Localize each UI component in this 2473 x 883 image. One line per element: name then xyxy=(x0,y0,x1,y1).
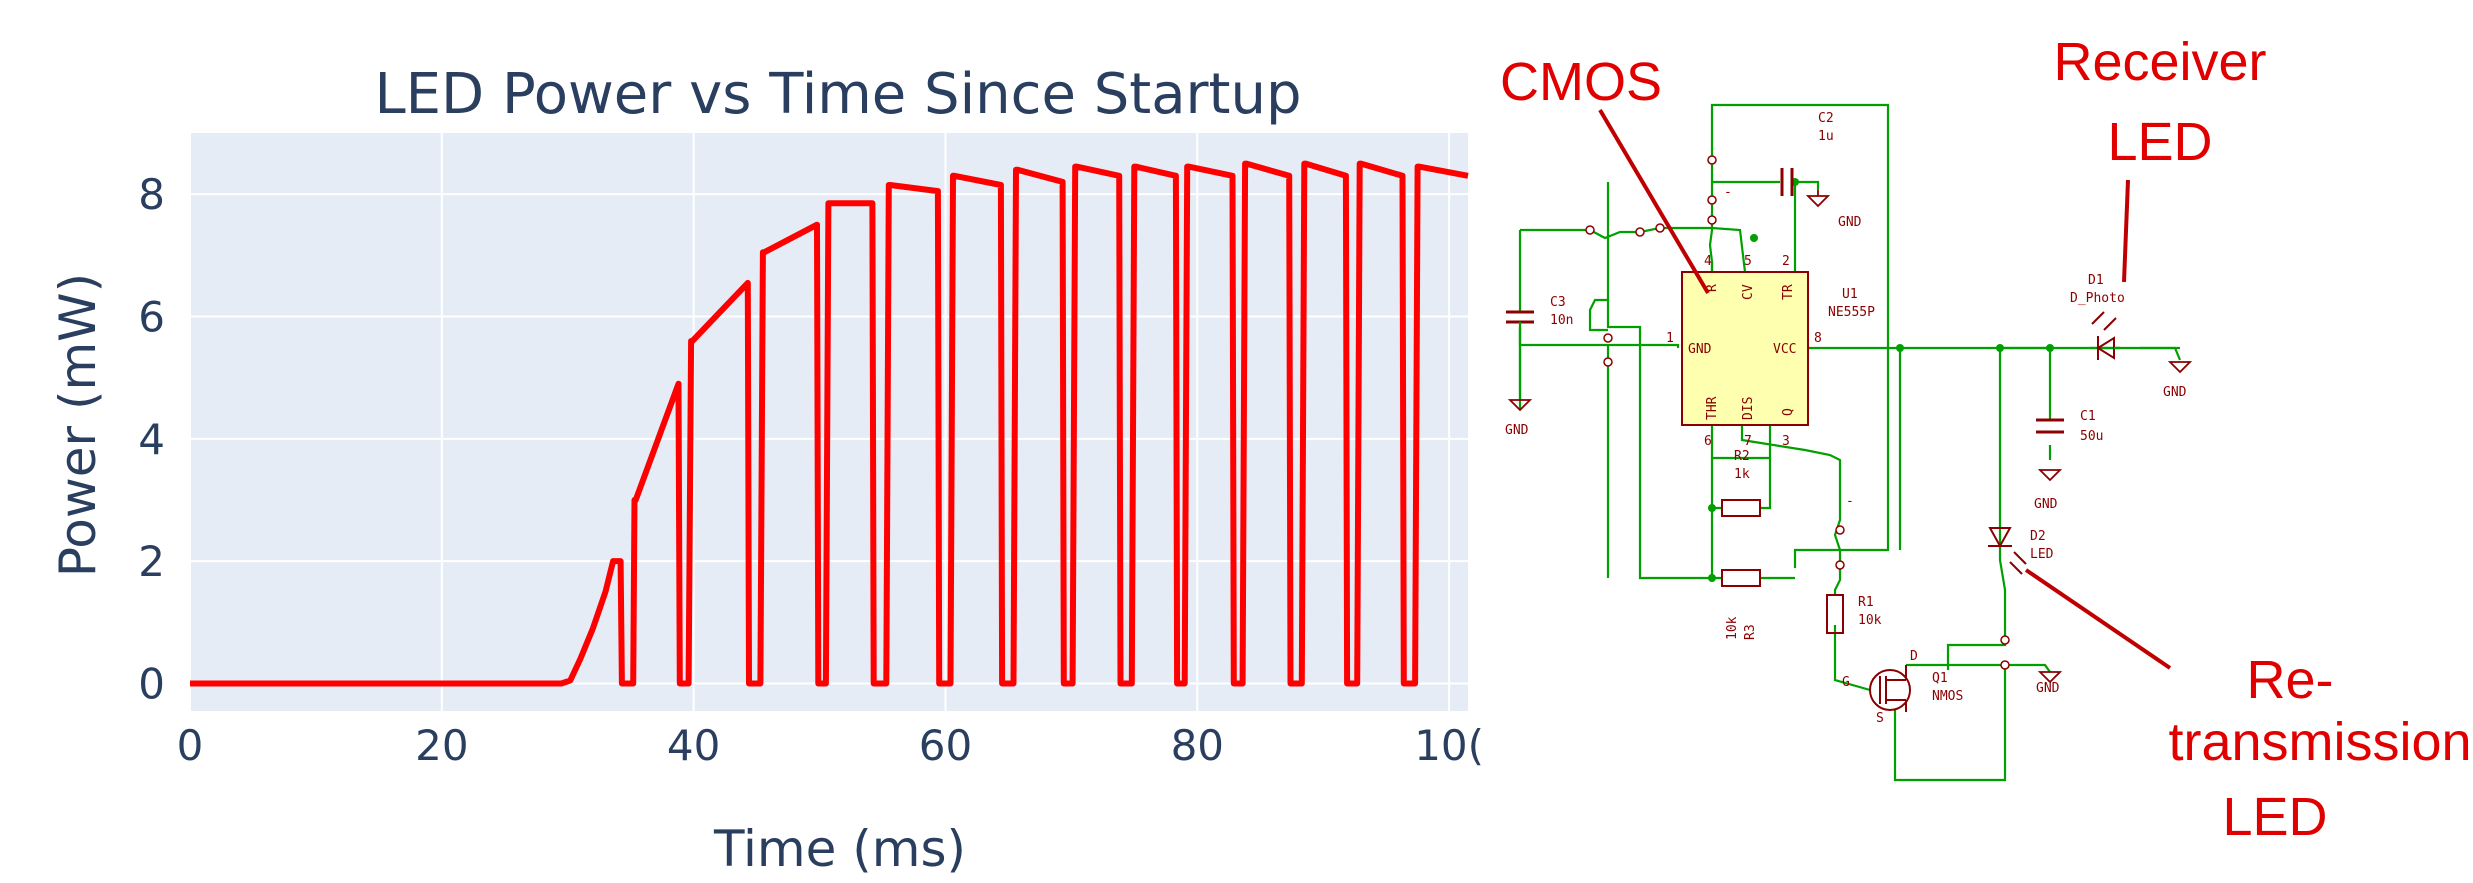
d2-value: LED xyxy=(2030,547,2054,562)
gnd-label-d1: GND xyxy=(2163,385,2187,400)
pin-num-8: 8 xyxy=(1814,331,1822,346)
power-chart: LED Power vs Time Since Startup 0 20 40 60 8… xyxy=(49,62,1484,878)
annotations: CMOS Receiver LED Re- transmission LED xyxy=(1500,32,2472,847)
pin-num-5: 5 xyxy=(1744,254,1752,269)
pin-thr: THR xyxy=(1705,396,1720,420)
retransmission-label-line1: Re- xyxy=(2246,650,2333,710)
pin-num-4: 4 xyxy=(1704,254,1712,269)
c3-ref: C3 xyxy=(1550,295,1566,310)
r1-value: 10k xyxy=(1858,613,1882,628)
resistor-r1 xyxy=(1826,594,1844,634)
gnd-symbol-d1 xyxy=(2167,361,2193,374)
receiver-label-line1: Receiver xyxy=(2053,32,2266,92)
gnd-label-c3: GND xyxy=(1505,423,1529,438)
nmos-q1 xyxy=(1869,665,1911,712)
c1-ref: C1 xyxy=(2080,409,2096,424)
c3-value: 10n xyxy=(1550,313,1573,328)
d1-value: D_Photo xyxy=(2070,291,2125,306)
circuit-schematic: R CV TR GND VCC THR DIS Q 4 5 2 1 8 6 7 … xyxy=(1500,32,2472,847)
capacitor-c3 xyxy=(1506,310,1534,324)
series-group xyxy=(190,160,1469,687)
y-tick-label: 8 xyxy=(138,170,165,219)
x-tick-label: 10( xyxy=(1414,721,1484,770)
ic-pin-labels: R CV TR GND VCC THR DIS Q 4 5 2 1 8 6 7 … xyxy=(1666,185,1854,509)
cmos-label: CMOS xyxy=(1500,52,1662,112)
x-tick-label: 20 xyxy=(415,721,468,770)
wires xyxy=(1518,103,2182,782)
q1-pin-g: G xyxy=(1842,675,1850,690)
c2-value: 1u xyxy=(1818,129,1834,144)
resistor-r2 xyxy=(1721,499,1761,517)
c2-ref: C2 xyxy=(1818,111,1834,126)
gnd-symbol-c3 xyxy=(1507,399,1533,412)
ne555-ic xyxy=(1681,271,1809,426)
gnd-symbol-c1 xyxy=(2037,469,2063,482)
capacitor-c2 xyxy=(1780,168,1794,196)
pin-q: Q xyxy=(1781,408,1796,416)
y-tick-label: 6 xyxy=(138,292,165,341)
x-tick-label: 60 xyxy=(919,721,972,770)
r3-ref: R3 xyxy=(1743,624,1758,640)
c1-value: 50u xyxy=(2080,429,2103,444)
q1-ref: Q1 xyxy=(1932,671,1948,686)
y-tick-label: 0 xyxy=(138,659,165,708)
pin-r: R xyxy=(1705,284,1720,292)
r1-ref: R1 xyxy=(1858,595,1874,610)
x-tick-label: 40 xyxy=(667,721,720,770)
photodiode-d1 xyxy=(2091,311,2117,360)
led-d2 xyxy=(1988,527,2027,575)
pin-num-3: 3 xyxy=(1782,434,1790,449)
junctions xyxy=(1708,178,2054,582)
u1-ref: U1 xyxy=(1842,287,1858,302)
pin-cv: CV xyxy=(1741,284,1756,300)
y-tick-label: 4 xyxy=(138,415,165,464)
y-tick-label: 2 xyxy=(138,537,165,586)
x-tick-labels: 0 20 40 60 80 10( xyxy=(177,721,1484,770)
pin-gnd: GND xyxy=(1688,342,1712,357)
gnd-symbol-c2 xyxy=(1805,190,1831,208)
pin-num-7: 7 xyxy=(1744,434,1752,449)
resistor-r3 xyxy=(1721,569,1761,587)
retransmission-label-line2: transmission xyxy=(2168,712,2471,772)
d1-ref: D1 xyxy=(2088,273,2104,288)
pin-num-2: 2 xyxy=(1782,254,1790,269)
series-line xyxy=(190,160,1469,687)
wire-ends xyxy=(1585,155,2010,670)
pin-vcc: VCC xyxy=(1773,342,1796,357)
pin-num-1: 1 xyxy=(1666,331,1674,346)
q1-value: NMOS xyxy=(1932,689,1963,704)
chart-title: LED Power vs Time Since Startup xyxy=(374,62,1301,127)
pin-dis: DIS xyxy=(1741,397,1756,420)
receiver-label-line2: LED xyxy=(2107,112,2212,172)
r2-value: 1k xyxy=(1734,467,1750,482)
y-tick-labels: 0 2 4 6 8 xyxy=(138,170,165,708)
q1-pin-s: S xyxy=(1876,711,1884,726)
x-tick-label: 80 xyxy=(1171,721,1224,770)
gnd-symbol-q1 xyxy=(2037,671,2063,684)
gnd-label-c1: GND xyxy=(2034,497,2058,512)
u1-labels: U1 NE555P xyxy=(1828,287,1875,320)
pin-num-6: 6 xyxy=(1704,434,1712,449)
r2-ref: R2 xyxy=(1734,449,1750,464)
retransmission-label-line3: LED xyxy=(2222,787,2327,847)
pin-tr: TR xyxy=(1781,284,1796,300)
u1-value: NE555P xyxy=(1828,305,1875,320)
r3-value: 10k xyxy=(1725,616,1740,640)
d2-ref: D2 xyxy=(2030,529,2046,544)
x-gridlines xyxy=(189,133,1451,711)
capacitor-c1 xyxy=(2036,418,2064,434)
pin-minus-1: - xyxy=(1724,185,1732,200)
q1-pin-d: D xyxy=(1910,649,1918,664)
gnd-label-q1: GND xyxy=(2036,681,2060,696)
y-axis-label: Power (mW) xyxy=(49,273,107,577)
x-tick-label: 0 xyxy=(177,721,204,770)
pin-minus-2: - xyxy=(1846,494,1854,509)
gnd-label-c2: GND xyxy=(1838,215,1862,230)
x-axis-label: Time (ms) xyxy=(713,820,966,878)
